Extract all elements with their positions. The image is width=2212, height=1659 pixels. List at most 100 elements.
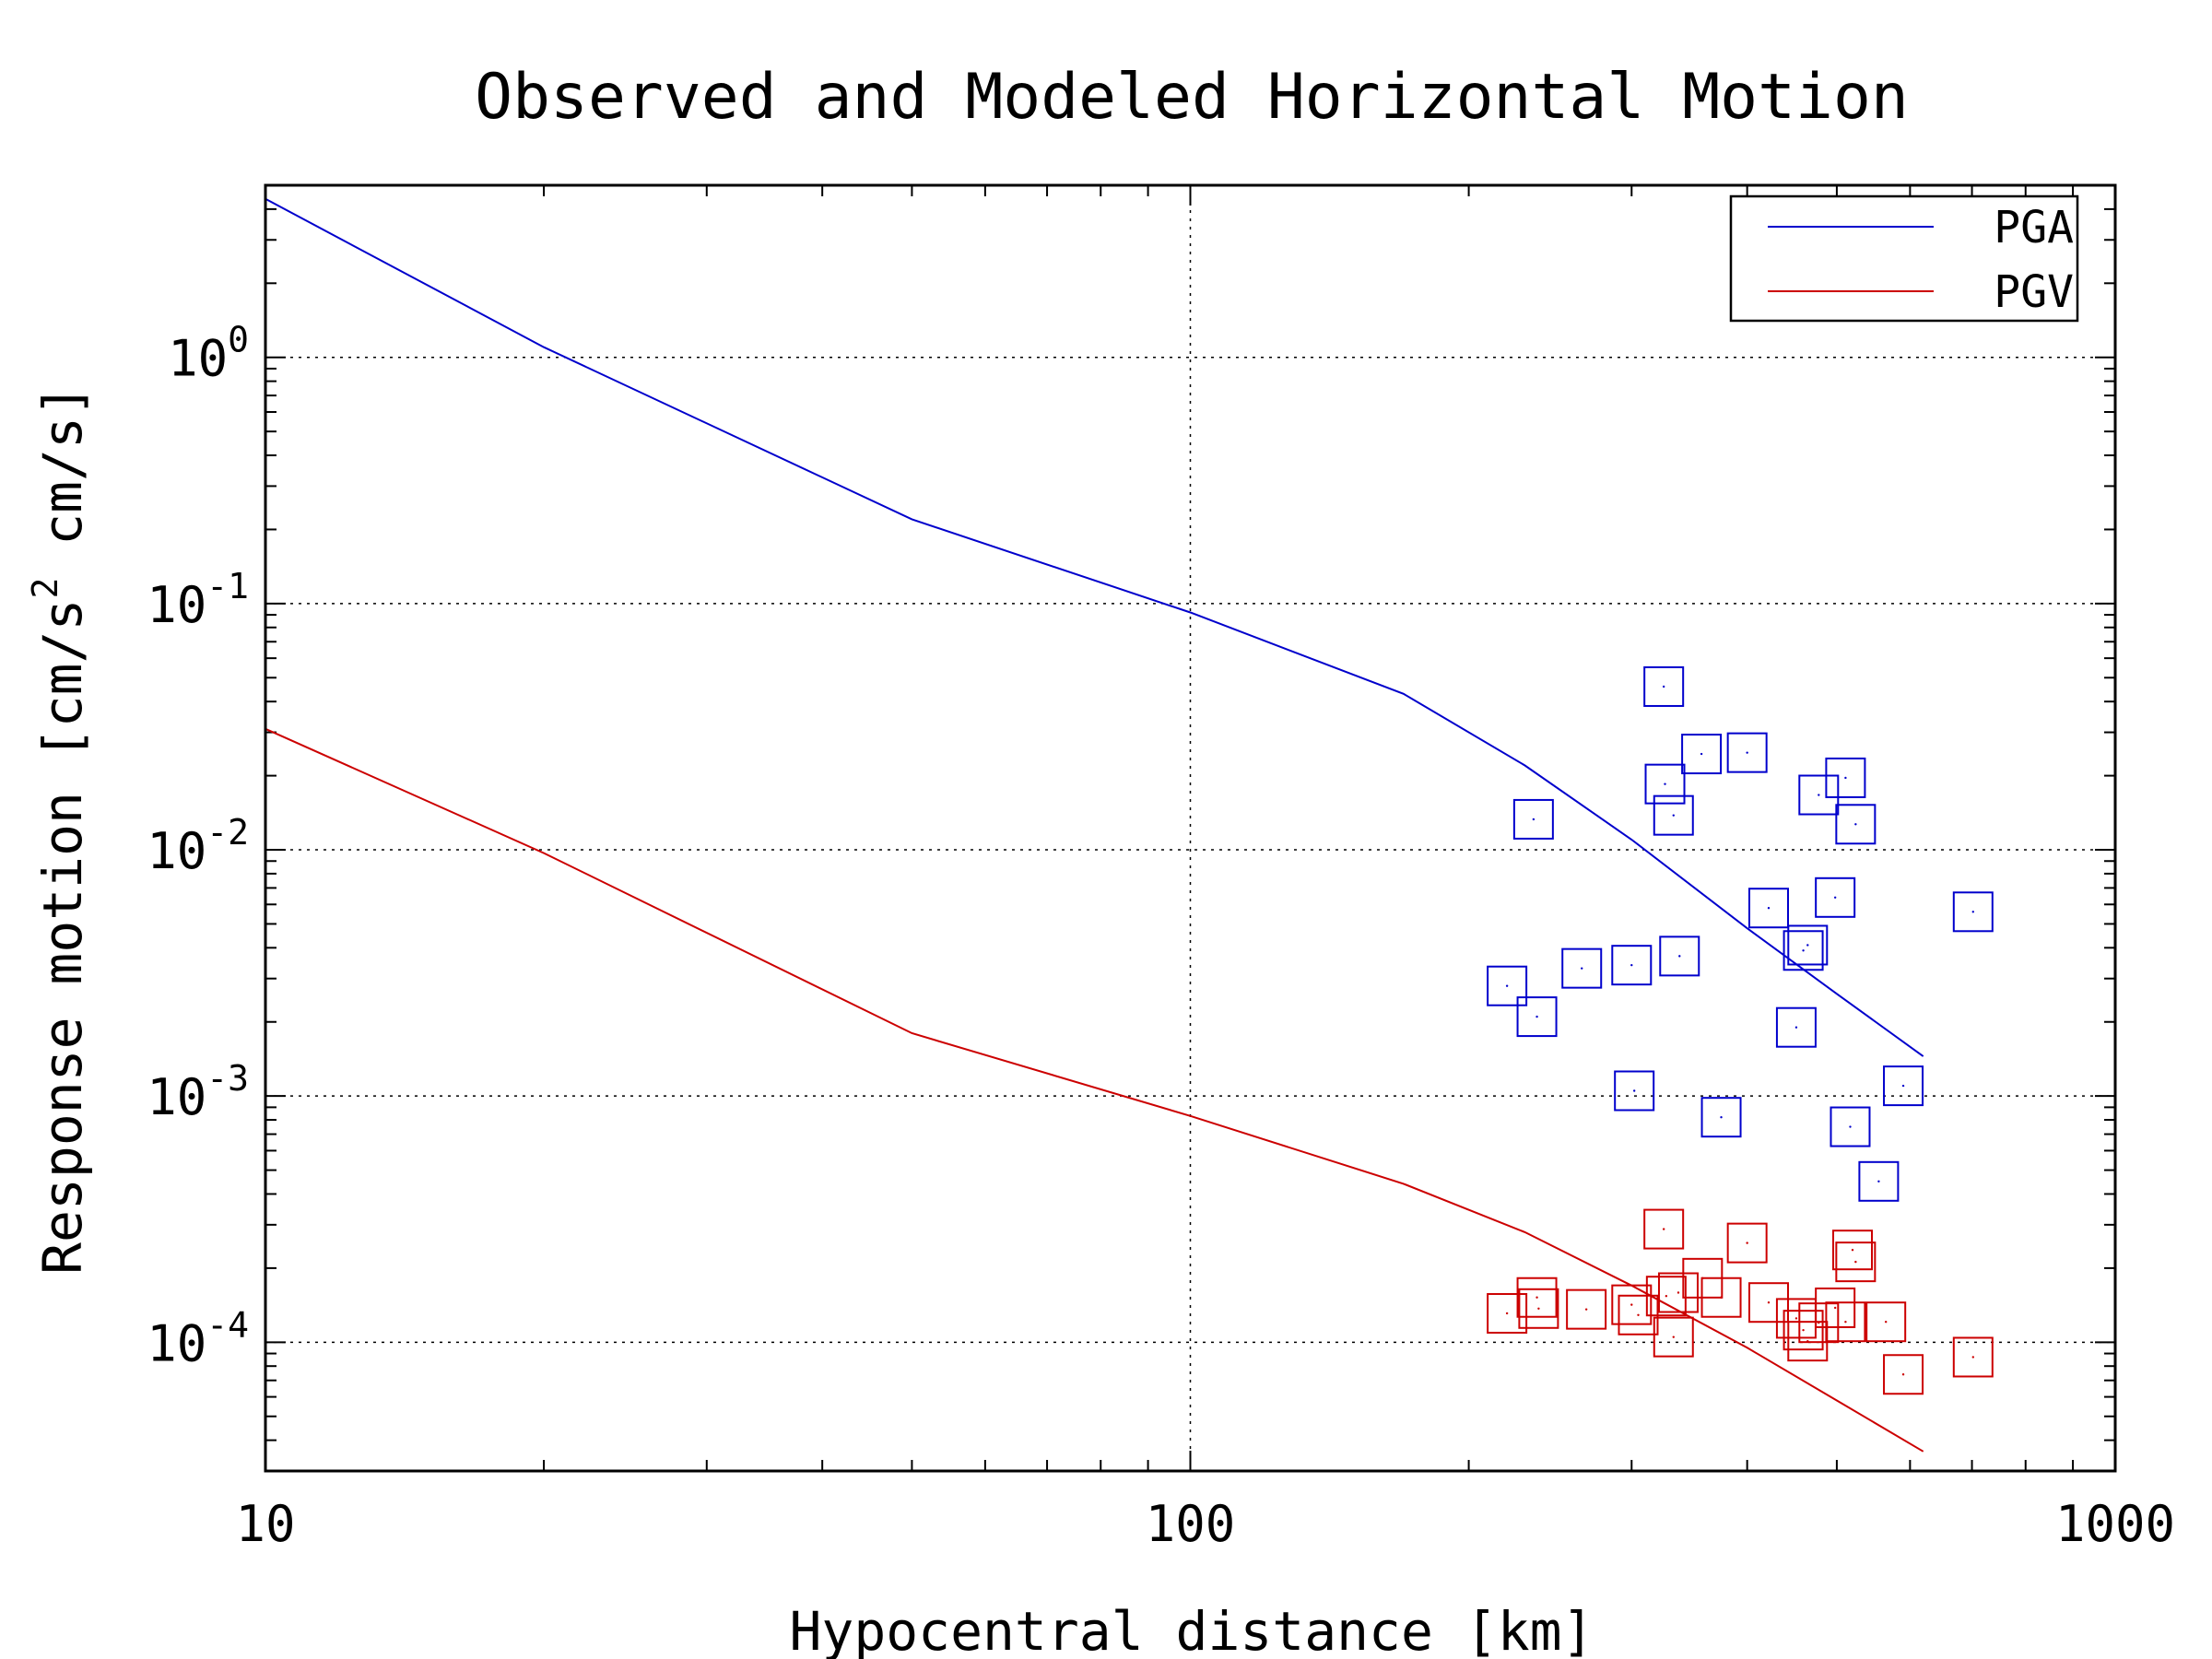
data-marker-pga <box>1830 1106 1871 1147</box>
data-point-pgv <box>1537 1307 1540 1310</box>
data-marker-pga <box>1883 1065 1924 1107</box>
data-marker-pgv <box>1798 1302 1840 1344</box>
y-tick-label-exp: -1 <box>206 566 249 606</box>
data-marker-pgv <box>1952 1336 1994 1378</box>
series-layer <box>265 197 1994 1453</box>
data-point-pga <box>1662 685 1665 688</box>
data-point-pga <box>1854 823 1857 826</box>
data-point-pga <box>1505 984 1509 987</box>
data-marker-pgv <box>1657 1272 1699 1313</box>
data-marker-pga <box>1815 877 1856 918</box>
data-marker-pgv <box>1832 1230 1874 1271</box>
y-tick-label: 10-4 <box>147 1304 249 1372</box>
data-marker-pgv <box>1643 1208 1685 1250</box>
data-point-pgv <box>1844 1320 1847 1324</box>
y-tick-label-exp: -3 <box>206 1058 249 1099</box>
data-point-pga <box>1678 955 1681 958</box>
data-point-pga <box>1818 794 1820 796</box>
data-marker-pga <box>1825 757 1866 798</box>
y-tick-label-base: 10 <box>147 822 206 880</box>
y-tick-label: 10-2 <box>147 812 249 880</box>
gridlines <box>265 185 2115 1471</box>
data-point-pgv <box>1720 1296 1723 1299</box>
data-marker-pga <box>1726 732 1768 773</box>
data-marker-pga <box>1681 734 1723 775</box>
data-marker-pgv <box>1883 1354 1924 1395</box>
y-tick-label-exp: 0 <box>228 320 249 360</box>
data-point-pga <box>1767 907 1771 910</box>
data-point-pgv <box>1794 1317 1798 1320</box>
data-point-pgv <box>1818 1321 1820 1324</box>
data-marker-pga <box>1516 996 1558 1038</box>
x-tick-label: 1000 <box>2055 1495 2175 1553</box>
data-point-pgv <box>1665 1295 1668 1298</box>
data-point-pgv <box>1901 1373 1905 1376</box>
data-point-pga <box>1794 1026 1798 1029</box>
data-point-pga <box>1877 1180 1880 1183</box>
y-tick-label-base: 10 <box>147 1314 206 1372</box>
data-marker-pga <box>1952 891 1994 933</box>
data-marker-pga <box>1653 794 1694 836</box>
data-point-pga <box>1664 782 1666 785</box>
data-point-pga <box>1833 896 1837 899</box>
data-marker-pga <box>1787 924 1829 966</box>
data-marker-pga <box>1644 763 1686 805</box>
data-marker-pgv <box>1516 1277 1558 1318</box>
data-marker-pgv <box>1566 1288 1607 1330</box>
data-marker-pgv <box>1645 1276 1687 1317</box>
data-point-pga <box>1632 1089 1636 1092</box>
data-point-pga <box>1802 949 1805 952</box>
data-point-pgv <box>1535 1296 1538 1299</box>
data-point-pga <box>1532 818 1535 821</box>
data-marker-pgv <box>1835 1241 1877 1283</box>
data-marker-pga <box>1798 774 1840 816</box>
data-marker-pgv <box>1518 1288 1559 1329</box>
data-point-pgv <box>1677 1291 1680 1294</box>
y-axis-label: Response motion [cm/s2 cm/s] <box>25 384 94 1275</box>
chart-title: Observed and Modeled Horizontal Motion <box>475 61 1909 134</box>
plot-frame <box>264 183 2117 1473</box>
y-axis-label-sup: 2 <box>25 578 65 599</box>
data-point-pga <box>1581 967 1583 970</box>
data-point-pga <box>1806 944 1809 947</box>
y-tick-label: 100 <box>168 320 249 388</box>
data-point-pga <box>1901 1084 1905 1088</box>
data-point-pga <box>1844 776 1847 780</box>
legend-label-pga: PGA <box>1994 202 2074 253</box>
x-tick-label: 100 <box>1146 1495 1236 1553</box>
data-marker-pga <box>1748 888 1790 929</box>
y-tick-label-exp: -4 <box>206 1304 249 1345</box>
data-marker-pgv <box>1825 1301 1866 1343</box>
y-tick-label-base: 10 <box>147 1068 206 1126</box>
data-point-pga <box>1849 1125 1852 1128</box>
x-tick-label: 10 <box>235 1495 295 1553</box>
data-marker-pgv <box>1783 1310 1824 1351</box>
legend: PGA PGV <box>1729 194 2079 323</box>
data-marker-pgv <box>1487 1292 1528 1334</box>
data-point-pgv <box>1802 1328 1805 1332</box>
data-point-pgv <box>1630 1303 1633 1306</box>
data-marker-pgv <box>1865 1301 1907 1343</box>
data-point-pga <box>1672 814 1675 817</box>
data-point-pgv <box>1971 1356 1974 1359</box>
data-point-pga <box>1746 751 1748 754</box>
data-point-pga <box>1630 963 1633 967</box>
data-marker-pga <box>1775 1006 1817 1048</box>
data-point-pga <box>1971 911 1974 913</box>
data-point-pgv <box>1851 1249 1854 1252</box>
data-marker-pgv <box>1700 1277 1742 1318</box>
data-point-pga <box>1535 1015 1538 1018</box>
y-axis-label-main: Response motion [cm/s <box>31 599 94 1275</box>
y-tick-label-base: 10 <box>147 576 206 634</box>
legend-box <box>1729 194 2079 323</box>
data-marker-pga <box>1700 1097 1742 1138</box>
data-marker-pgv <box>1726 1222 1768 1264</box>
y-tick-label: 10-1 <box>147 566 249 634</box>
y-tick-label-base: 10 <box>168 330 228 388</box>
series-line-pgv <box>265 727 1924 1453</box>
data-marker-pga <box>1611 945 1653 986</box>
data-marker-pga <box>1783 930 1824 971</box>
data-point-pgv <box>1662 1228 1665 1230</box>
